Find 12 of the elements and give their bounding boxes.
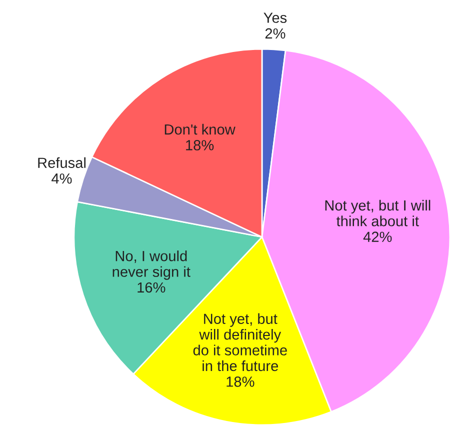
data-label: 2% [265,28,286,39]
slice-label: Yes [264,12,287,23]
slice-label: Don't know [164,124,236,135]
data-label: 18% [226,376,254,387]
slice-label: No, I would never sign it [112,250,190,280]
data-label: 4% [52,173,72,184]
data-label: 18% [186,140,214,150]
slice-label: Not yet, but will definitely do it sometime in the future [193,313,287,372]
data-label: 16% [138,282,166,293]
data-label: 42% [363,232,392,242]
slice-label: Not yet, but I will think about it [325,200,430,226]
slice-label: Refusal [38,157,86,168]
